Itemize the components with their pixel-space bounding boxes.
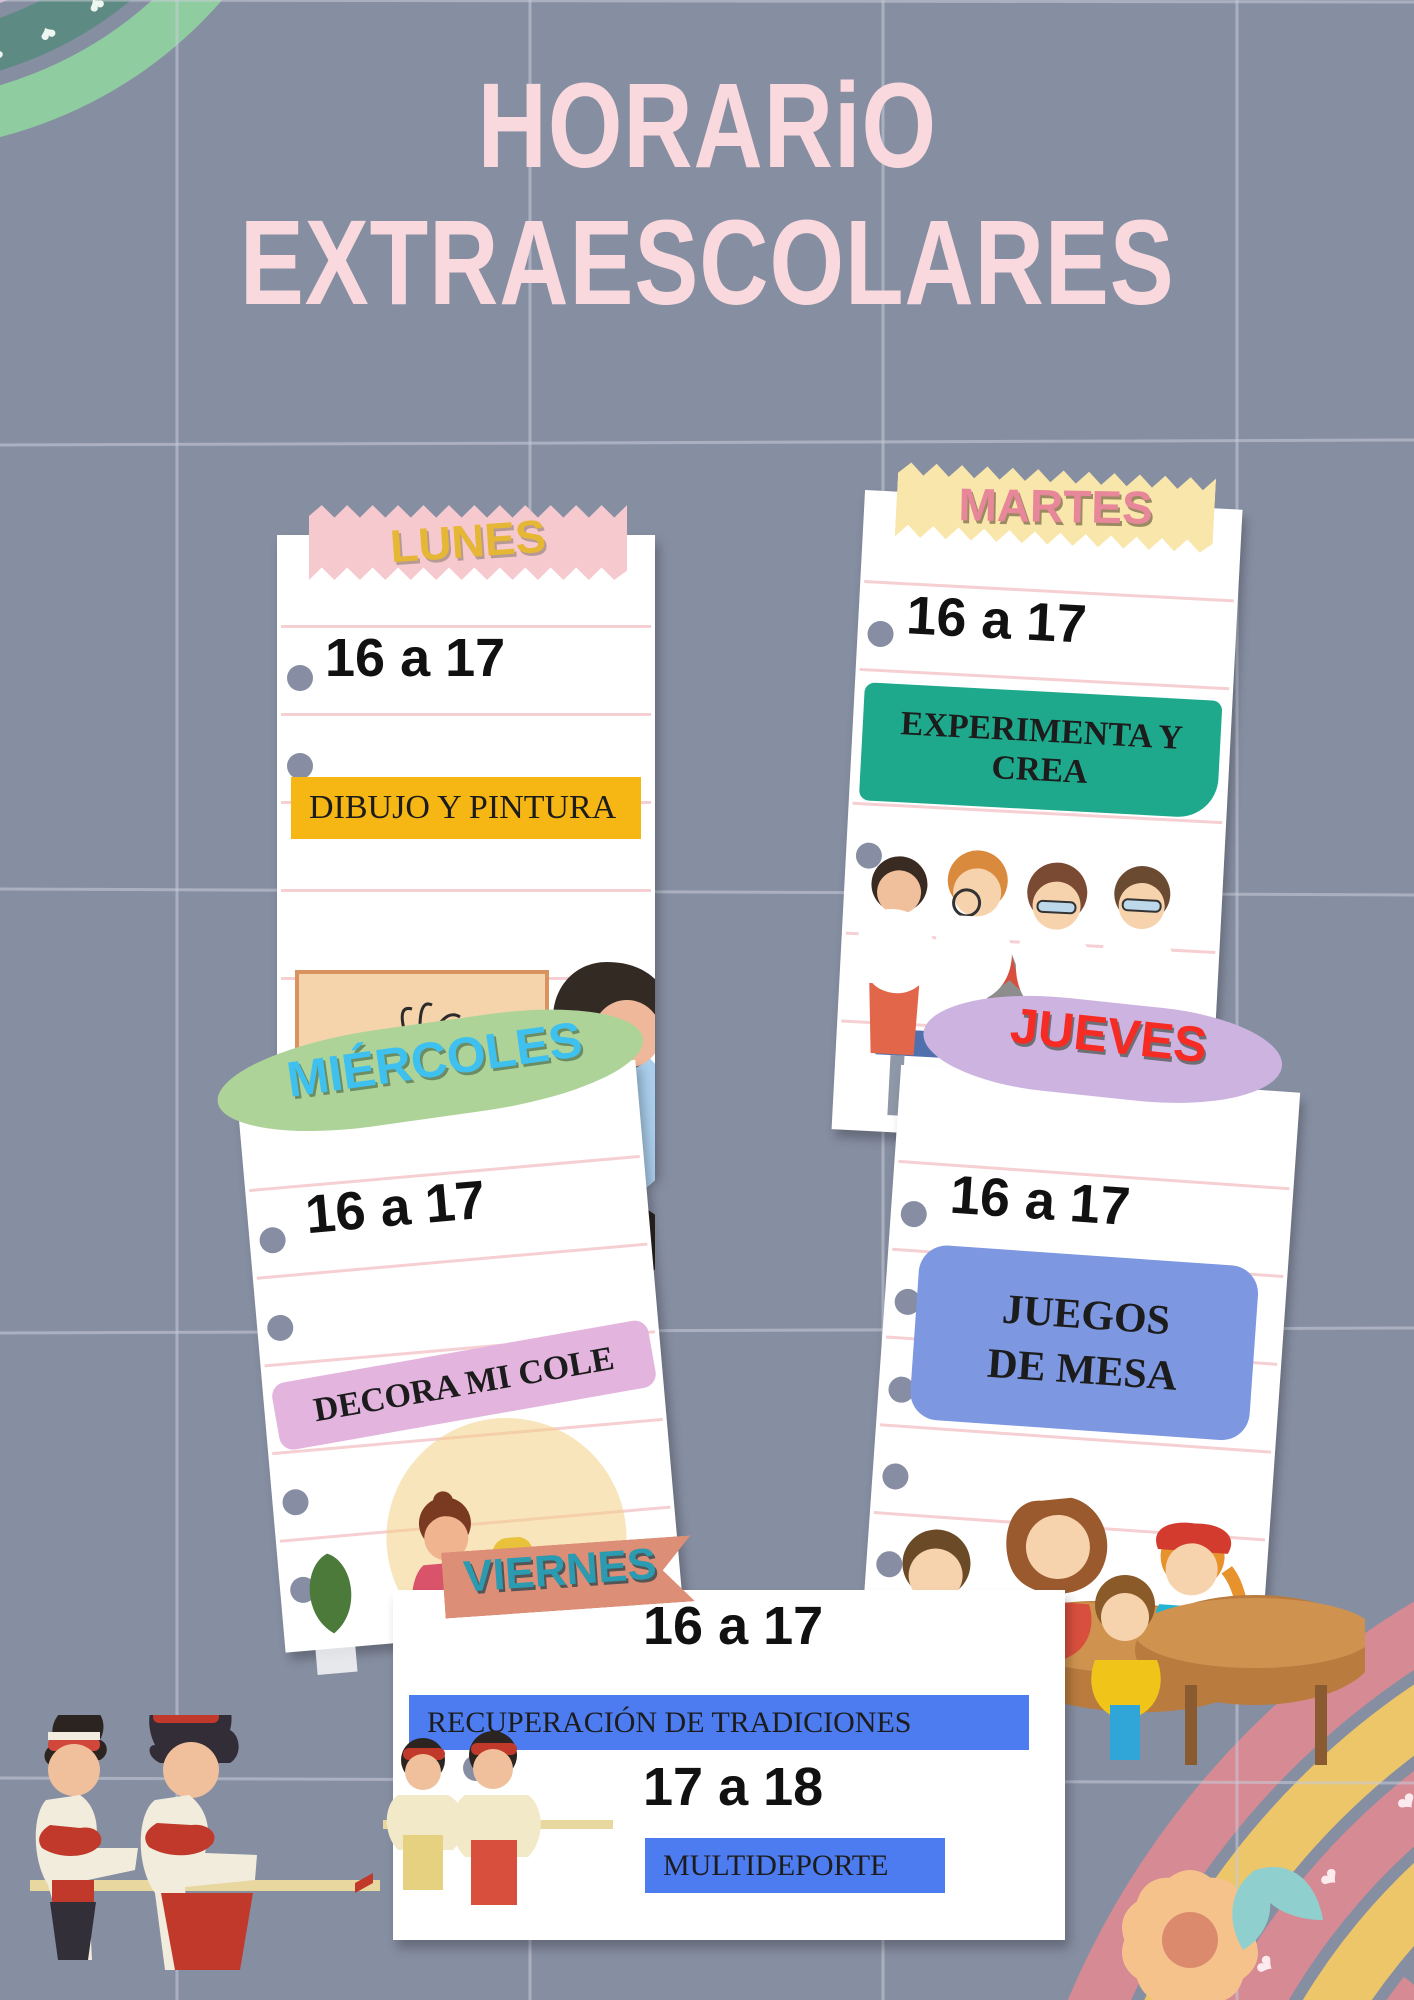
svg-text:❤: ❤ [1392, 1787, 1414, 1821]
svg-text:❤: ❤ [0, 39, 6, 65]
svg-text:❤: ❤ [35, 18, 60, 45]
svg-text:❤: ❤ [82, 0, 108, 17]
